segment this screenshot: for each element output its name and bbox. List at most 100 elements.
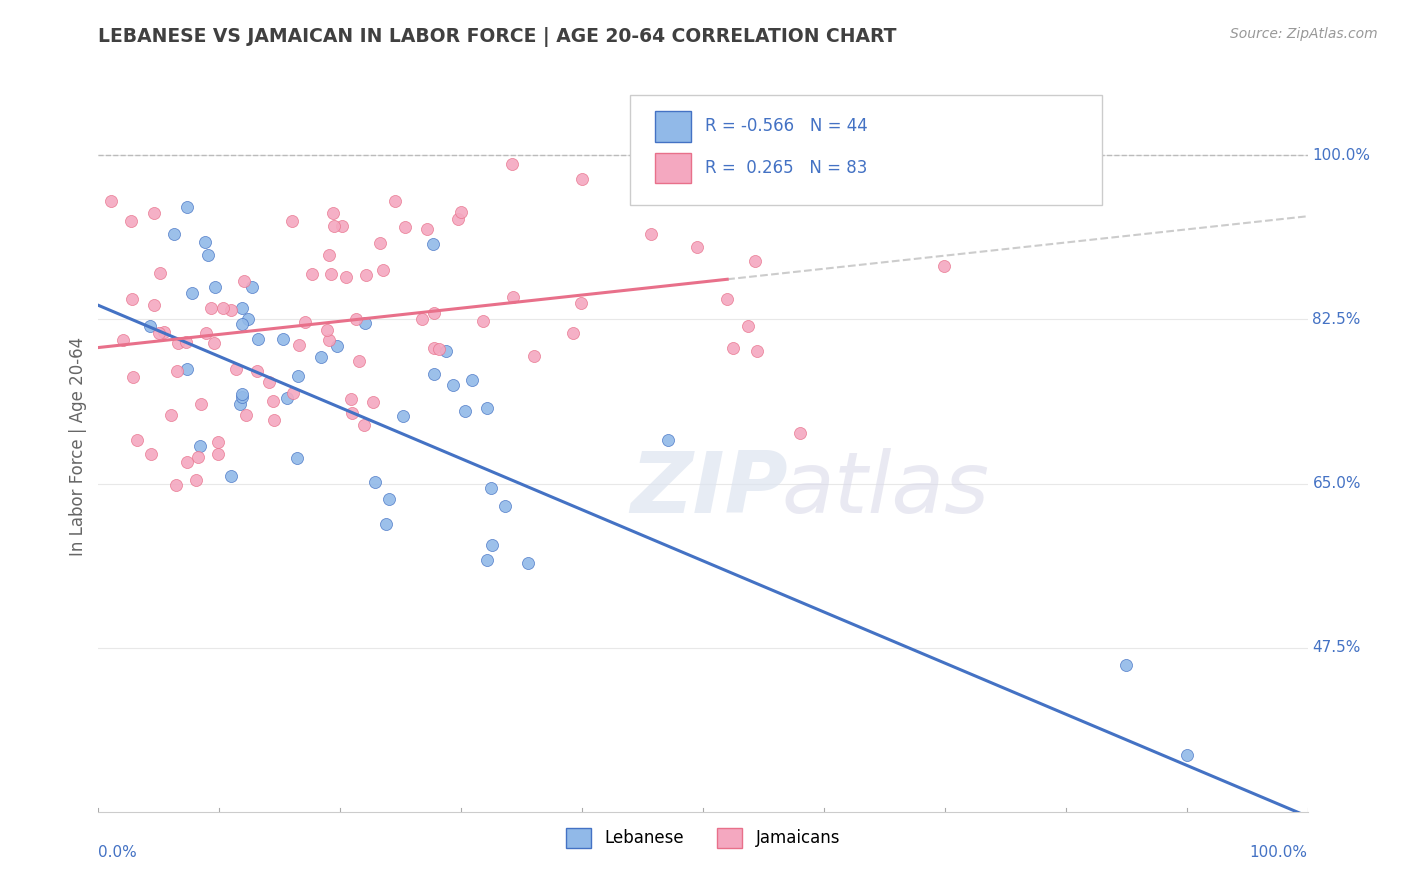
FancyBboxPatch shape [655,111,690,142]
Point [138,319,160,334]
Text: R = -0.566   N = 44: R = -0.566 N = 44 [706,118,868,136]
Point [322,206,344,220]
Point [246,364,269,378]
Point [502,290,524,304]
Text: Source: ZipAtlas.com: Source: ZipAtlas.com [1230,27,1378,41]
Text: 82.5%: 82.5% [1312,312,1361,326]
Legend: Lebanese, Jamaicans: Lebanese, Jamaicans [560,821,846,855]
Y-axis label: In Labor Force | Age 20-64: In Labor Force | Age 20-64 [69,336,87,556]
Point [240,279,263,293]
Point [422,237,444,252]
Point [475,552,498,566]
Point [166,335,188,350]
Point [887,170,910,185]
FancyBboxPatch shape [630,95,1102,204]
Point [361,395,384,409]
Point [472,314,495,328]
Point [318,248,340,262]
Point [353,418,375,433]
Point [294,315,316,329]
Point [318,333,340,347]
Point [204,280,226,294]
Point [423,342,446,356]
Point [197,247,219,261]
Point [391,409,413,423]
Point [446,211,468,226]
Point [165,477,187,491]
Point [501,157,523,171]
Point [202,336,225,351]
Point [219,302,242,317]
Point [142,298,165,312]
Point [354,268,377,282]
Point [246,332,269,346]
Point [657,434,679,448]
Point [233,274,256,288]
Point [411,311,433,326]
Point [257,375,280,389]
Point [231,387,253,401]
Text: 65.0%: 65.0% [1312,476,1361,491]
Point [311,350,333,364]
Point [479,481,502,495]
Point [427,343,450,357]
Point [120,213,142,227]
Point [181,286,204,301]
Point [375,516,398,531]
Point [121,292,143,306]
Point [188,439,211,453]
Point [461,373,484,387]
Point [454,404,477,418]
Point [153,325,176,339]
Point [285,451,308,466]
Point [212,301,235,316]
Point [326,339,349,353]
Point [932,259,955,273]
Point [434,344,457,359]
Text: 0.0%: 0.0% [98,845,138,860]
Point [166,364,188,378]
Point [143,205,166,219]
Point [281,214,304,228]
Point [340,406,363,420]
Point [561,326,583,341]
Text: 100.0%: 100.0% [1312,148,1371,163]
Point [207,447,229,461]
Point [422,306,444,320]
Point [569,296,592,310]
Point [441,378,464,392]
Point [219,469,242,483]
Point [354,316,377,330]
Point [186,474,208,488]
Point [301,268,323,282]
Point [231,317,253,331]
Point [477,401,499,416]
Point [319,267,342,281]
Point [236,312,259,326]
Point [176,361,198,376]
Text: LEBANESE VS JAMAICAN IN LABOR FORCE | AGE 20-64 CORRELATION CHART: LEBANESE VS JAMAICAN IN LABOR FORCE | AG… [98,27,897,46]
Point [1175,748,1198,763]
Point [163,227,186,241]
Point [745,343,768,358]
Point [229,397,252,411]
Point [481,538,503,552]
Point [340,392,363,407]
Point [176,455,198,469]
Point [371,262,394,277]
Point [571,172,593,186]
Point [523,349,546,363]
Point [122,369,145,384]
Point [335,270,357,285]
Text: 47.5%: 47.5% [1312,640,1361,655]
Point [187,450,209,465]
Point [112,333,135,347]
Point [200,301,222,316]
Point [789,426,811,441]
Point [149,266,172,280]
FancyBboxPatch shape [655,153,690,184]
Point [176,335,198,350]
Point [344,312,367,326]
Text: atlas: atlas [782,449,990,532]
Point [378,491,401,506]
